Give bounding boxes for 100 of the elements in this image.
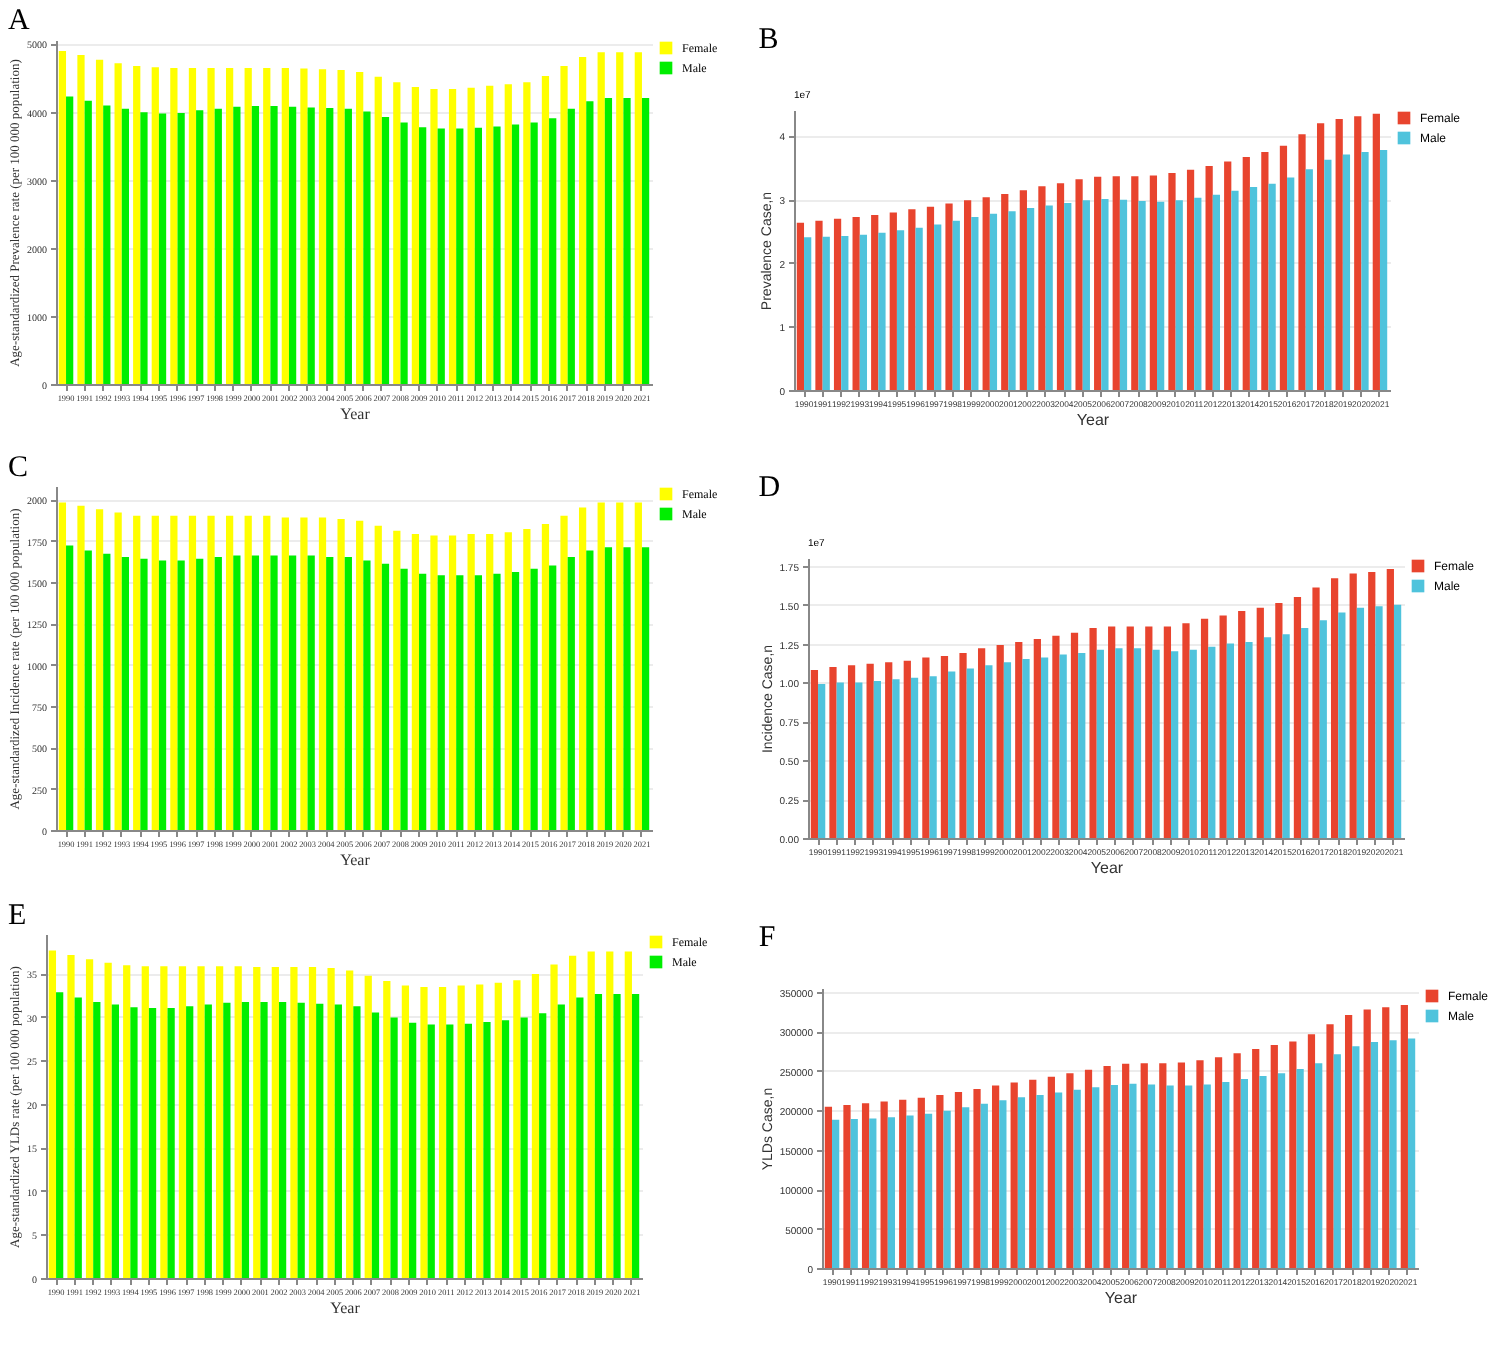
bar <box>448 89 457 384</box>
bar <box>1140 1063 1148 1268</box>
bar <box>952 220 960 390</box>
bar <box>1342 154 1351 390</box>
bar <box>1096 649 1104 838</box>
bar <box>363 111 371 384</box>
bar <box>393 530 401 830</box>
bar <box>899 1099 907 1268</box>
bar <box>982 197 990 390</box>
bar <box>945 203 953 390</box>
bar <box>641 97 650 384</box>
x-axis-title: Year <box>330 1299 361 1318</box>
bar <box>316 1003 324 1278</box>
bar <box>1003 662 1012 838</box>
x-axis-title: Year <box>340 405 371 424</box>
bar <box>531 974 540 1278</box>
bar <box>936 1094 944 1268</box>
bar <box>880 1101 888 1268</box>
bar <box>1349 573 1357 838</box>
bar <box>1219 615 1227 838</box>
bar <box>121 557 130 830</box>
bar <box>148 1008 157 1278</box>
bar <box>95 509 104 830</box>
bar <box>326 557 334 830</box>
bar <box>84 550 92 830</box>
bar <box>623 547 631 830</box>
bar <box>307 107 315 384</box>
bar <box>1182 623 1190 838</box>
bar <box>196 110 204 384</box>
bar <box>271 967 279 1278</box>
x-axis-title: Year <box>1090 859 1124 878</box>
bar <box>832 1119 840 1268</box>
bar <box>1212 194 1221 390</box>
bar <box>1103 1066 1111 1268</box>
bar <box>1268 183 1276 390</box>
bar <box>896 230 905 390</box>
bar <box>456 575 464 830</box>
chart-title: B <box>758 24 779 56</box>
bar <box>843 1104 851 1268</box>
bar <box>356 520 364 830</box>
bar <box>1059 654 1067 838</box>
bar <box>270 106 278 384</box>
bar <box>1194 197 1202 390</box>
bar <box>381 563 390 830</box>
bar <box>457 985 465 1278</box>
bar <box>1082 200 1090 390</box>
bar <box>374 76 382 384</box>
bar <box>910 677 919 838</box>
bar <box>634 502 642 830</box>
bar <box>1379 150 1388 390</box>
bar <box>991 1085 1000 1268</box>
bar <box>1354 116 1362 390</box>
bar <box>300 517 308 830</box>
bar <box>1335 118 1343 390</box>
bar <box>511 124 520 384</box>
bar <box>1196 1060 1204 1268</box>
bar <box>177 112 185 384</box>
bar <box>214 557 222 830</box>
bar <box>1045 205 1053 390</box>
bar <box>1131 176 1139 390</box>
bar <box>121 108 130 384</box>
bar <box>1389 1040 1397 1268</box>
bar <box>1177 1062 1186 1268</box>
bar <box>539 1013 547 1278</box>
bar <box>1205 166 1213 390</box>
bar <box>878 232 886 390</box>
bar <box>1307 1034 1316 1268</box>
bar <box>959 652 967 838</box>
bar <box>1333 1054 1341 1268</box>
bar <box>560 515 568 830</box>
bar <box>1312 587 1320 838</box>
bar <box>1222 1082 1230 1268</box>
bar <box>170 515 178 830</box>
bar <box>1040 657 1049 838</box>
bar <box>223 1002 231 1278</box>
bar <box>520 1017 528 1278</box>
bar <box>74 997 82 1278</box>
bar <box>1316 123 1325 390</box>
bar <box>586 101 594 384</box>
bar <box>158 560 167 830</box>
bar <box>631 994 640 1278</box>
bar <box>401 985 410 1278</box>
bar <box>1240 1079 1249 1268</box>
bar <box>634 52 642 384</box>
bar <box>337 519 345 830</box>
bar <box>587 951 595 1278</box>
bar <box>438 987 447 1278</box>
bar <box>474 127 483 384</box>
bar <box>578 57 587 384</box>
bar <box>804 237 812 390</box>
bar <box>411 533 420 830</box>
bar <box>1122 1063 1130 1268</box>
bar <box>1157 201 1165 390</box>
bar <box>1372 113 1380 390</box>
bar <box>400 568 408 830</box>
bar <box>606 951 614 1278</box>
bar <box>1149 175 1158 390</box>
bar <box>530 122 538 384</box>
bar <box>869 1118 877 1268</box>
bar <box>504 84 512 384</box>
